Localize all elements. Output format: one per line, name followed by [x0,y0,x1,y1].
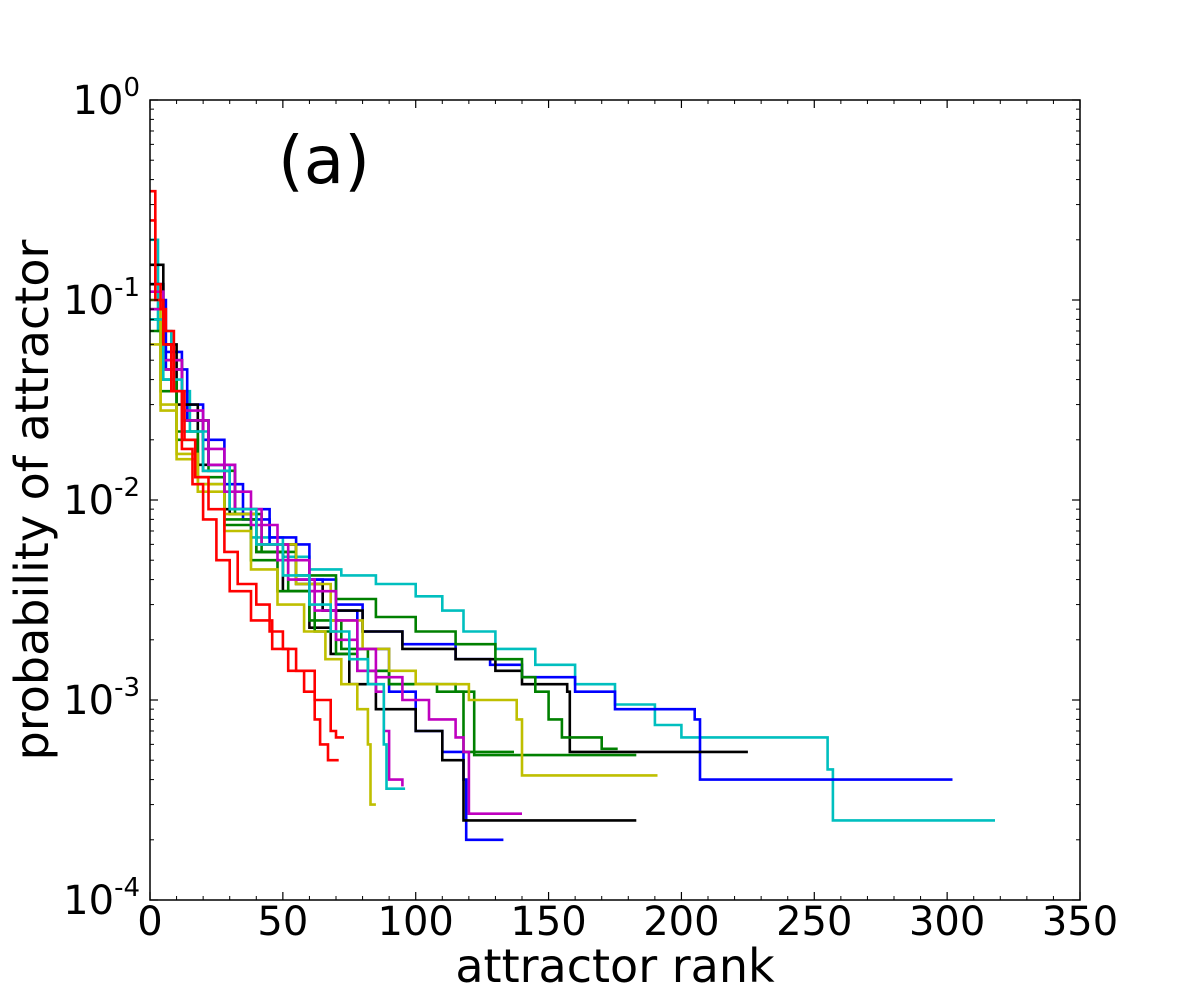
x-tick-label: 200 [643,899,719,945]
x-tick-label: 250 [776,899,852,945]
x-tick-label: 100 [378,899,454,945]
y-tick-label: 10-3 [63,673,140,724]
y-axis-label: probability of attractor [5,240,59,761]
series-layer [150,189,995,842]
panel-label: (a) [278,122,370,199]
series-line-black-2 [150,282,637,822]
series-line-green-3 [150,307,637,757]
series-line-green-2 [150,329,514,754]
x-tick-label: 50 [257,899,308,945]
series-line-red-2 [150,219,339,762]
x-axis-label: attractor rank [455,939,775,993]
x-tick-label: 300 [909,899,985,945]
y-tick-label: 10-2 [63,473,140,524]
tick-layer: 0 50 100 150 200 250 300 350 100 10-1 10-2 10-3 10-4 [63,73,1118,945]
y-tick-label: 10-4 [63,873,140,924]
series-line-yellow [150,298,658,777]
y-tick-label: 10-1 [63,273,140,324]
x-tick-label: 0 [137,899,162,945]
series-line-magenta [150,290,522,815]
x-tick-label: 150 [510,899,586,945]
series-line-black-1 [150,263,748,754]
x-tick-label: 350 [1042,899,1118,945]
y-tick-label: 100 [73,73,140,124]
series-line-red-1 [150,189,344,739]
series-line-yellow-2 [150,343,376,806]
